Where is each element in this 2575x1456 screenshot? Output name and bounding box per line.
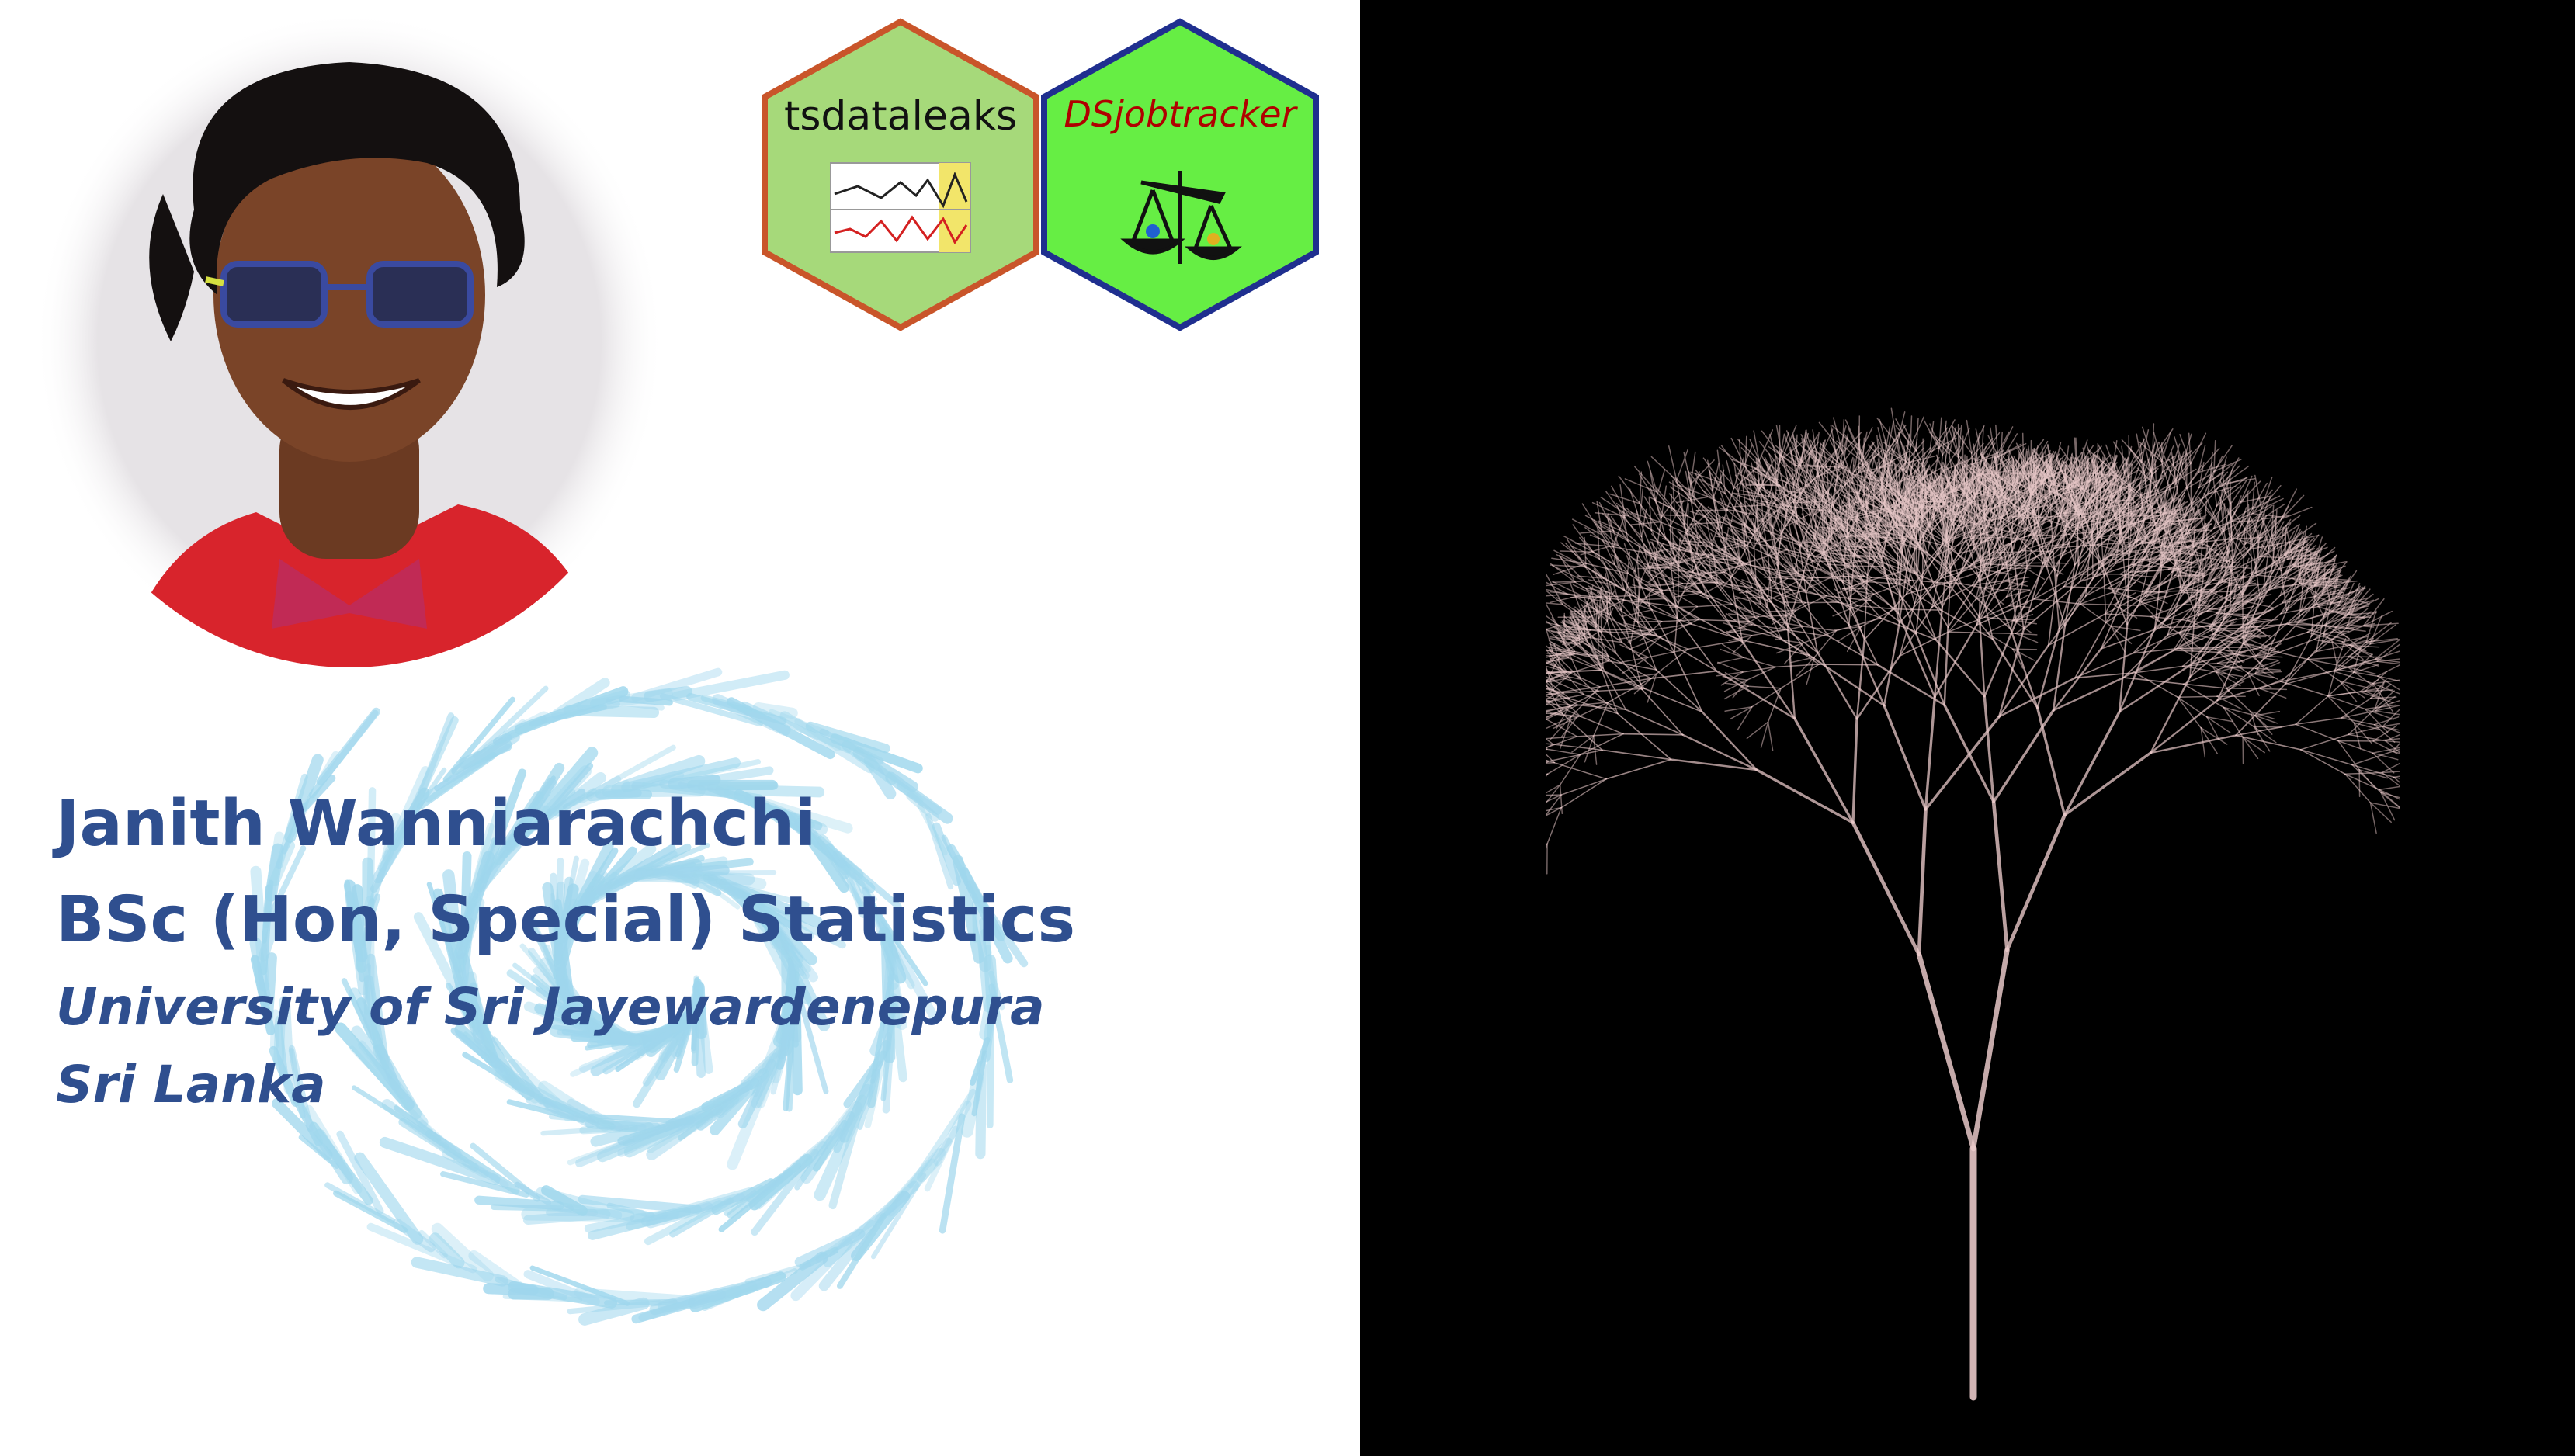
- dsjobtracker-hex-logo[interactable]: DSjobtracker: [1036, 16, 1324, 334]
- profile-panel: tsdataleaks DSjobtracker: [35, 16, 1324, 1326]
- spiral-artwork: [249, 667, 1029, 1326]
- profile-country: Sri Lanka: [56, 1055, 326, 1115]
- dsjobtracker-title: DSjobtracker: [1064, 93, 1296, 135]
- time-series-chart-icon: [830, 162, 971, 253]
- profile-degree: BSc (Hon, Special) Statistics: [56, 883, 1076, 957]
- tsdataleaks-title: tsdataleaks: [783, 93, 1018, 140]
- profile-university: University of Sri Jayewardenepura: [56, 977, 1045, 1037]
- fractal-tree-artwork: [1546, 407, 2400, 1401]
- balance-scale-icon: [1120, 171, 1242, 264]
- artwork-panel: [1360, 0, 2575, 1456]
- profile-name: Janith Wanniarachchi: [56, 787, 817, 861]
- tsdataleaks-hex-logo[interactable]: tsdataleaks: [757, 16, 1044, 334]
- profile-info: Janith Wanniarachchi BSc (Hon, Special) …: [56, 776, 1143, 1124]
- profile-photo: [35, 16, 664, 671]
